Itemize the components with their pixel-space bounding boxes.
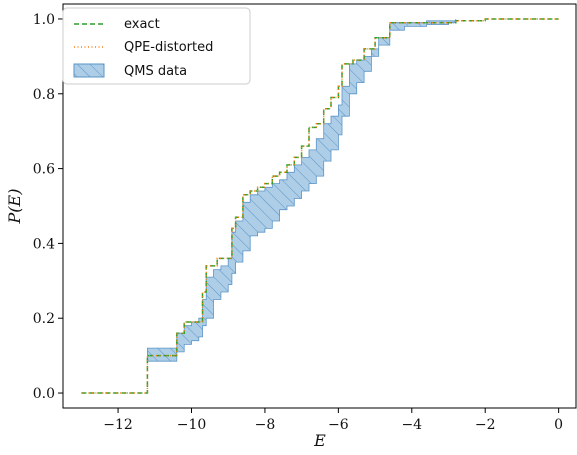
legend-exact-label: exact [124,17,160,32]
legend-qms-label: QMS data [124,64,187,79]
axes: −12 −10 −8 −6 −4 −2 0 0.0 0.2 0.4 0.6 0.8 1.0 [33,3,577,433]
legend-qpe-label: QPE-distorted [124,40,213,55]
x-tick-label: −10 [177,417,207,433]
x-tick-label: −12 [103,417,133,433]
y-tick-label: 0.2 [33,311,55,327]
legend: exact QPE-distorted QMS data [62,7,251,85]
legend-frame [62,7,251,85]
x-tick-label: −4 [401,417,422,433]
y-tick-label: 1.0 [33,12,55,28]
plot-area [81,18,559,394]
x-tick-label: −8 [255,417,276,433]
x-tick-label: 0 [554,417,563,433]
legend-qms-swatch [73,63,105,78]
x-axis-label: E [313,431,326,450]
y-tick-label: 0.0 [33,386,55,402]
y-tick-label: 0.4 [33,236,55,252]
y-tick-label: 0.8 [33,87,55,103]
exact-line [81,18,559,394]
axes-frame [62,3,577,409]
x-tick-label: −6 [328,417,349,433]
x-tick-label: −2 [475,417,496,433]
y-tick-label: 0.6 [33,162,55,178]
y-axis-label: P(E) [5,189,24,225]
